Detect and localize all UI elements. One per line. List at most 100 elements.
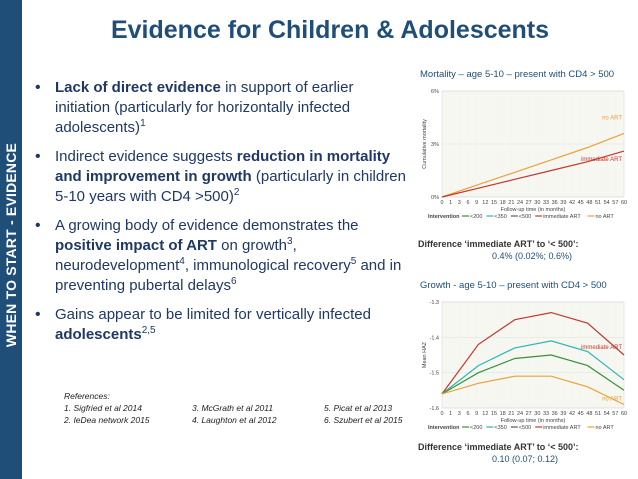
legend-entry: <500 [519, 425, 531, 431]
x-tick-label: 33 [543, 411, 549, 417]
x-tick-label: 36 [552, 200, 558, 206]
difference-label: Difference ‘immediate ART’ to ‘< 500’: [418, 442, 579, 452]
bullet-text: 6 [230, 276, 237, 287]
legend-title: Intervention [428, 425, 460, 431]
x-tick-label: 57 [612, 411, 618, 417]
x-tick-label: 6 [466, 200, 469, 206]
legend-entry: <200 [470, 425, 482, 431]
growth-chart: Growth - age 5-10 – present with CD4 > 5… [418, 278, 638, 479]
bullet-text: 4 [179, 256, 185, 267]
x-tick-label: 15 [491, 200, 497, 206]
legend-entry: <500 [519, 214, 531, 220]
x-tick-label: 30 [534, 411, 540, 417]
bullet-item: Indirect evidence suggests reduction in … [35, 147, 410, 207]
chart-title: Mortality – age 5-10 – present with CD4 … [420, 69, 615, 80]
bullet-text: , neurodevelopment [55, 237, 297, 274]
x-tick-label: 39 [560, 200, 566, 206]
legend-entry: <350 [494, 214, 506, 220]
series-line [441, 375, 625, 406]
bullet-item: Lack of direct evidence in support of ea… [35, 78, 410, 138]
series-label: no ART [602, 115, 622, 121]
legend-entry: immediate ART [543, 425, 581, 431]
plot-area [441, 301, 625, 409]
bullet-text: 3 [287, 236, 293, 247]
x-tick-label: 12 [482, 200, 488, 206]
bullet-item: Gains appear to be limited for verticall… [35, 305, 410, 345]
x-tick-label: 39 [560, 411, 566, 417]
bullet-text: Lack of direct evidence [55, 79, 221, 96]
x-tick-label: 1 [449, 411, 452, 417]
x-tick-label: 0 [440, 200, 443, 206]
bullet-text: Gains appear to be limited for verticall… [55, 306, 371, 323]
x-tick-label: 9 [475, 200, 478, 206]
mortality-chart: Mortality – age 5-10 – present with CD4 … [418, 65, 638, 275]
series-line [441, 311, 625, 395]
x-tick-label: 57 [612, 200, 618, 206]
series-label: immediate ART [581, 157, 622, 163]
x-tick-label: 48 [586, 411, 592, 417]
x-tick-label: 54 [604, 411, 610, 417]
x-tick-label: 42 [569, 411, 575, 417]
legend-entry: <200 [470, 214, 482, 220]
y-tick-label: -1.5 [430, 371, 439, 377]
x-tick-label: 51 [595, 411, 601, 417]
bullet-text: , immunological recovery [184, 257, 351, 274]
x-tick-label: 33 [543, 200, 549, 206]
y-tick-label: 3% [431, 142, 439, 148]
bullet-text: 1 [140, 118, 146, 129]
x-tick-label: 27 [526, 411, 532, 417]
x-tick-label: 0 [440, 411, 443, 417]
y-tick-label: -1.6 [430, 406, 439, 412]
bullet-text: Indirect evidence suggests [55, 148, 237, 165]
x-tick-label: 18 [500, 411, 506, 417]
x-tick-label: 36 [552, 411, 558, 417]
series-line [441, 150, 625, 198]
x-tick-label: 24 [517, 411, 523, 417]
x-tick-label: 3 [458, 200, 461, 206]
legend-entry: <350 [494, 425, 506, 431]
x-axis-label: Follow-up time (in months) [501, 418, 566, 424]
y-tick-label: 0% [431, 195, 439, 201]
sidebar: WHEN TO START - EVIDENCE [0, 0, 22, 479]
references: References: 1. Sigfried et al 2014 3. McG… [64, 390, 424, 426]
series-line [441, 354, 625, 395]
x-tick-label: 9 [475, 411, 478, 417]
x-tick-label: 12 [482, 411, 488, 417]
legend-entry: immediate ART [543, 214, 581, 220]
x-tick-label: 15 [491, 411, 497, 417]
x-tick-label: 30 [534, 200, 540, 206]
y-tick-label: -1.3 [430, 300, 439, 306]
bullet-text: adolescents [55, 326, 142, 343]
x-tick-label: 60 [621, 200, 627, 206]
reference-item: 2. IeDea network 2015 [64, 415, 150, 425]
bullet-text: 5 [350, 256, 357, 267]
series-line [441, 132, 625, 198]
sidebar-label: WHEN TO START - EVIDENCE [3, 142, 19, 348]
y-axis-label: Mean HAZ [422, 341, 428, 368]
series-label: no ART [602, 396, 622, 402]
reference-item: 1. Sigfried et al 2014 [64, 403, 142, 413]
x-tick-label: 51 [595, 200, 601, 206]
x-tick-label: 60 [621, 411, 627, 417]
x-tick-label: 27 [526, 200, 532, 206]
x-tick-label: 18 [500, 200, 506, 206]
bullet-text: 2,5 [141, 325, 156, 336]
x-tick-label: 24 [517, 200, 523, 206]
x-tick-label: 1 [449, 200, 452, 206]
x-tick-label: 48 [586, 200, 592, 206]
x-tick-label: 45 [578, 200, 584, 206]
x-tick-label: 6 [466, 411, 469, 417]
references-grid: 1. Sigfried et al 2014 3. McGrath et al 2… [64, 402, 424, 426]
difference-label: Difference ‘immediate ART’ to ‘< 500’: [418, 239, 579, 249]
slide-title: Evidence for Children & Adolescents [110, 16, 550, 44]
y-axis-label: Cumulative mortality [422, 119, 428, 169]
bullet-text: and in preventing pubertal delays [55, 257, 402, 294]
reference-item: 4. Laughton et al 2012 [192, 415, 277, 425]
growth-plot: -1.3-1.4-1.5-1.60 1 3 6 9 12 15 18 21 24 27 30 33 36 3… [422, 300, 627, 431]
x-tick-label: 21 [508, 200, 514, 206]
legend-title: Intervention [428, 214, 460, 220]
series-label: immediate ART [581, 345, 622, 351]
references-heading: References: [64, 391, 110, 401]
bullet-text: in support of earlier initiation (partic… [55, 79, 354, 136]
bullet-item: A growing body of evidence demonstrates … [35, 216, 410, 296]
